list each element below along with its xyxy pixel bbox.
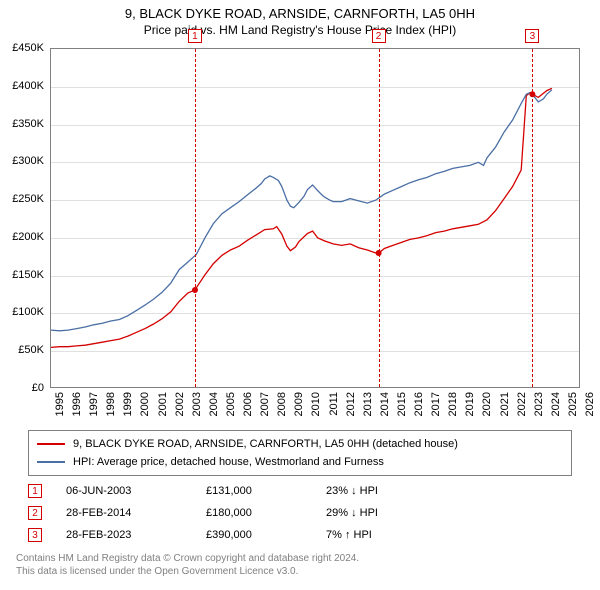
event-row-marker: 2 [28, 506, 42, 520]
x-tick-label: 2021 [499, 392, 511, 416]
x-tick-label: 2024 [550, 392, 562, 416]
x-tick-label: 2020 [481, 392, 493, 416]
event-row-marker: 3 [28, 528, 42, 542]
event-marker-3: 3 [525, 29, 539, 43]
title-block: 9, BLACK DYKE ROAD, ARNSIDE, CARNFORTH, … [0, 0, 600, 37]
x-tick-label: 2008 [276, 392, 288, 416]
y-tick-label: £450K [0, 42, 44, 54]
legend-swatch [37, 461, 65, 463]
x-tick-label: 2004 [208, 392, 220, 416]
legend-swatch [37, 443, 65, 445]
x-tick-label: 2014 [379, 392, 391, 416]
x-tick-label: 1999 [122, 392, 134, 416]
y-tick-label: £150K [0, 269, 44, 281]
x-tick-label: 2010 [310, 392, 322, 416]
event-row: 1 06-JUN-2003£131,00023% ↓ HPI [28, 480, 572, 502]
y-tick-label: £300K [0, 155, 44, 167]
x-tick-label: 2022 [516, 392, 528, 416]
legend-label: 9, BLACK DYKE ROAD, ARNSIDE, CARNFORTH, … [73, 438, 458, 450]
x-tick-label: 1998 [105, 392, 117, 416]
event-row-delta: 29% ↓ HPI [326, 507, 446, 519]
event-row-date: 28-FEB-2023 [66, 529, 206, 541]
legend: 9, BLACK DYKE ROAD, ARNSIDE, CARNFORTH, … [28, 430, 572, 476]
event-row-price: £180,000 [206, 507, 326, 519]
x-tick-label: 1996 [71, 392, 83, 416]
footer-line-2: This data is licensed under the Open Gov… [16, 565, 584, 578]
series-hpi [51, 90, 552, 331]
chart-subtitle: Price paid vs. HM Land Registry's House … [0, 23, 600, 37]
event-line-1 [195, 49, 196, 387]
event-row-price: £131,000 [206, 485, 326, 497]
y-tick-label: £200K [0, 231, 44, 243]
x-tick-label: 2025 [567, 392, 579, 416]
footer-attribution: Contains HM Land Registry data © Crown c… [16, 552, 584, 578]
x-tick-label: 2012 [345, 392, 357, 416]
event-row: 3 28-FEB-2023£390,0007% ↑ HPI [28, 524, 572, 546]
x-tick-label: 2005 [225, 392, 237, 416]
event-row-delta: 7% ↑ HPI [326, 529, 446, 541]
x-tick-label: 2018 [447, 392, 459, 416]
plot-area: 123 [50, 48, 580, 388]
y-tick-label: £250K [0, 193, 44, 205]
event-marker-1: 1 [188, 29, 202, 43]
event-row-price: £390,000 [206, 529, 326, 541]
legend-item: 9, BLACK DYKE ROAD, ARNSIDE, CARNFORTH, … [37, 435, 563, 453]
y-tick-label: £350K [0, 118, 44, 130]
x-tick-label: 1995 [54, 392, 66, 416]
x-tick-label: 2000 [139, 392, 151, 416]
legend-label: HPI: Average price, detached house, West… [73, 456, 384, 468]
event-table: 1 06-JUN-2003£131,00023% ↓ HPI 2 28-FEB-201… [28, 480, 572, 546]
chart-container: 9, BLACK DYKE ROAD, ARNSIDE, CARNFORTH, … [0, 0, 600, 590]
event-row: 2 28-FEB-2014£180,00029% ↓ HPI [28, 502, 572, 524]
x-tick-label: 2017 [430, 392, 442, 416]
y-tick-label: £400K [0, 80, 44, 92]
x-tick-label: 2007 [259, 392, 271, 416]
y-tick-label: £0 [0, 382, 44, 394]
x-tick-label: 2006 [242, 392, 254, 416]
plot-svg [51, 49, 579, 387]
x-tick-label: 2026 [584, 392, 596, 416]
x-tick-label: 2016 [413, 392, 425, 416]
event-row-marker: 1 [28, 484, 42, 498]
y-tick-label: £50K [0, 344, 44, 356]
footer-line-1: Contains HM Land Registry data © Crown c… [16, 552, 584, 565]
x-tick-label: 2015 [396, 392, 408, 416]
y-tick-label: £100K [0, 306, 44, 318]
event-line-2 [379, 49, 380, 387]
x-tick-label: 2002 [174, 392, 186, 416]
x-tick-label: 2013 [362, 392, 374, 416]
chart-title: 9, BLACK DYKE ROAD, ARNSIDE, CARNFORTH, … [0, 6, 600, 21]
x-tick-label: 2011 [328, 392, 340, 416]
event-row-date: 06-JUN-2003 [66, 485, 206, 497]
x-tick-label: 2001 [157, 392, 169, 416]
event-marker-2: 2 [372, 29, 386, 43]
x-tick-label: 1997 [88, 392, 100, 416]
legend-item: HPI: Average price, detached house, West… [37, 453, 563, 471]
x-tick-label: 2009 [293, 392, 305, 416]
event-line-3 [532, 49, 533, 387]
event-row-delta: 23% ↓ HPI [326, 485, 446, 497]
x-tick-label: 2003 [191, 392, 203, 416]
x-tick-label: 2019 [464, 392, 476, 416]
event-row-date: 28-FEB-2014 [66, 507, 206, 519]
series-property [51, 88, 552, 347]
x-tick-label: 2023 [533, 392, 545, 416]
